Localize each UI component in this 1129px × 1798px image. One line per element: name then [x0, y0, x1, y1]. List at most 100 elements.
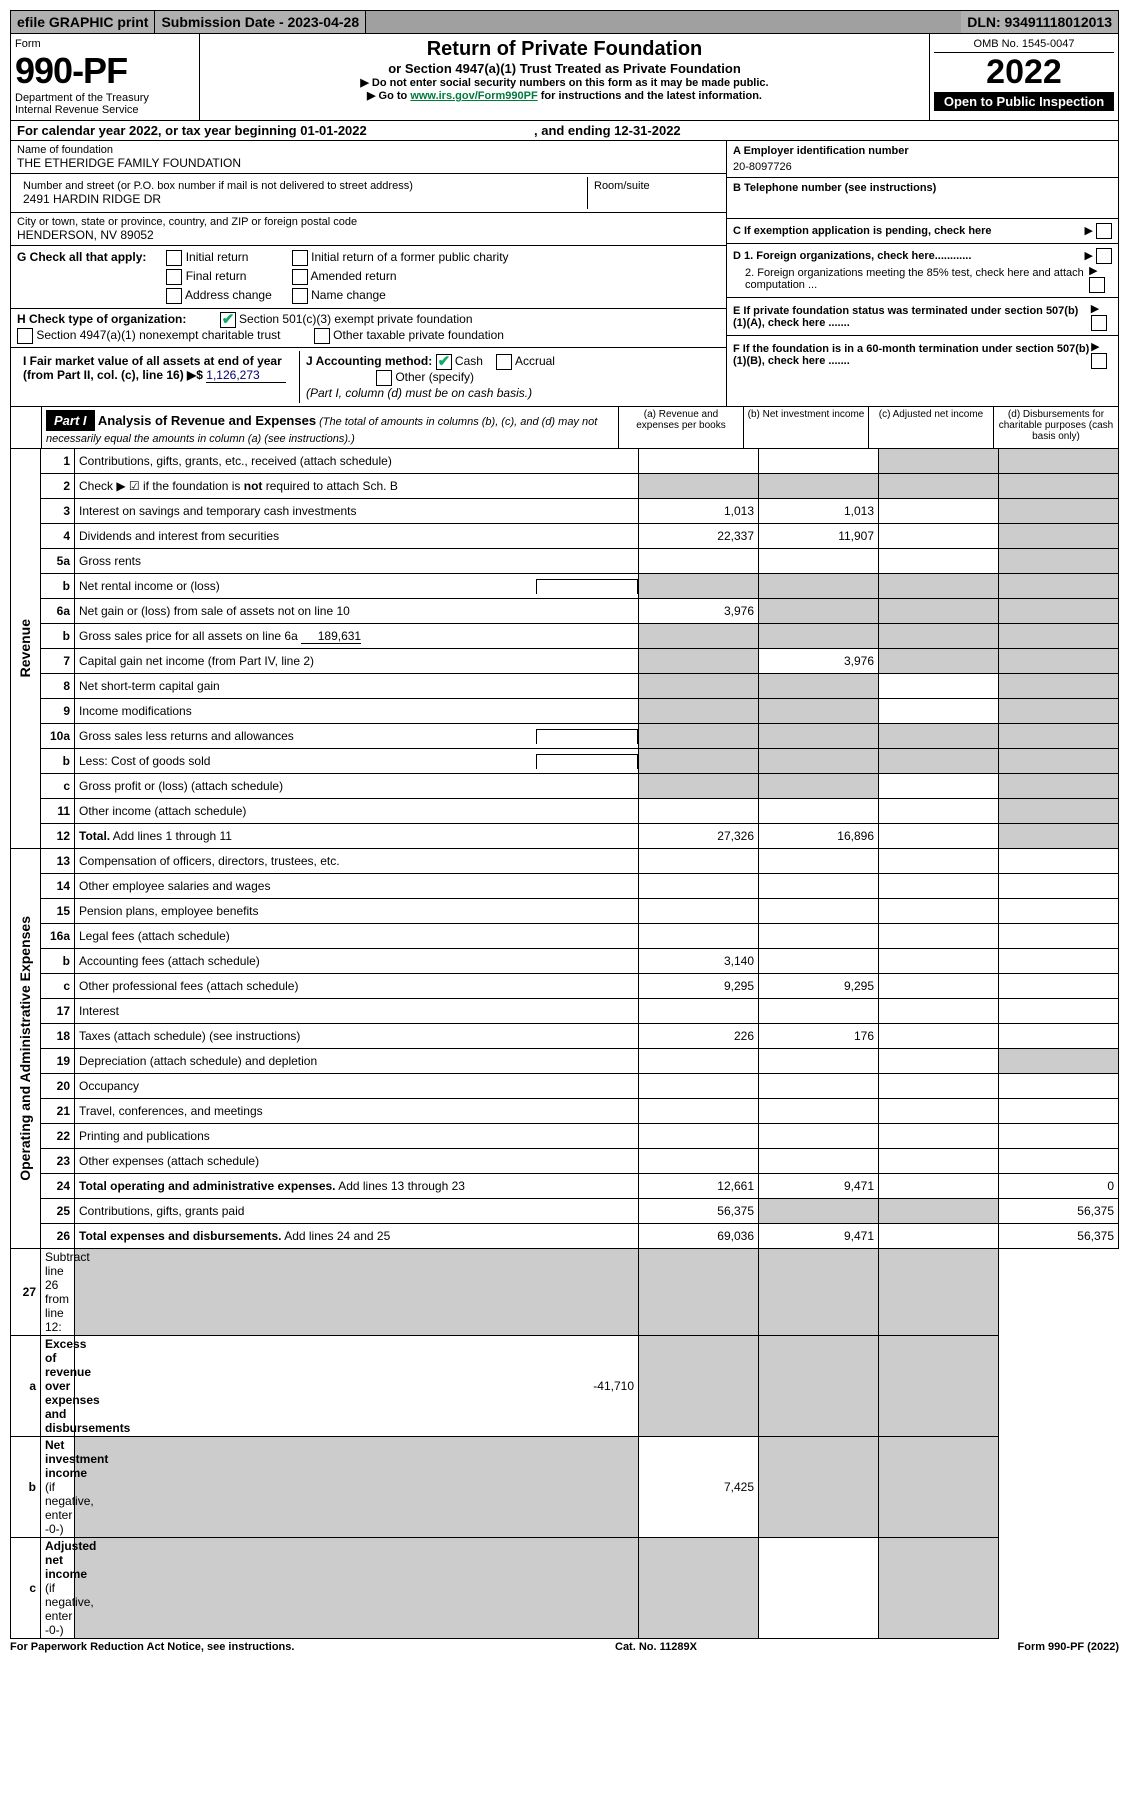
cash-checkbox[interactable] — [436, 354, 452, 370]
line-number: 13 — [41, 849, 75, 874]
table-row: 2Check ▶ ☑ if the foundation is not requ… — [11, 474, 1119, 499]
value-cell-d — [999, 474, 1119, 499]
value-cell-a — [639, 799, 759, 824]
address-change-checkbox[interactable] — [166, 288, 182, 304]
line-number: 2 — [41, 474, 75, 499]
ein-value: 20-8097726 — [733, 157, 1112, 173]
value-cell-c — [759, 1437, 879, 1538]
i-block: I Fair market value of all assets at end… — [17, 351, 300, 403]
value-cell-a — [639, 724, 759, 749]
value-cell-d — [999, 624, 1119, 649]
value-cell-c — [879, 949, 999, 974]
initial-former-checkbox[interactable] — [292, 250, 308, 266]
line-number: 26 — [41, 1224, 75, 1249]
table-row: 6aNet gain or (loss) from sale of assets… — [11, 599, 1119, 624]
value-cell-b — [759, 799, 879, 824]
value-cell-b: 9,471 — [759, 1174, 879, 1199]
accrual-checkbox[interactable] — [496, 354, 512, 370]
line-label: Other professional fees (attach schedule… — [75, 974, 639, 999]
value-cell-a — [639, 699, 759, 724]
table-row: cOther professional fees (attach schedul… — [11, 974, 1119, 999]
line-label: Total operating and administrative expen… — [75, 1174, 639, 1199]
value-cell-b — [759, 574, 879, 599]
value-cell-d — [999, 699, 1119, 724]
table-row: 27Subtract line 26 from line 12: — [11, 1249, 1119, 1336]
phone-label: B Telephone number (see instructions) — [733, 182, 1112, 194]
value-cell-c — [879, 1174, 999, 1199]
e-checkbox[interactable] — [1091, 315, 1107, 331]
value-cell-c — [879, 799, 999, 824]
value-cell-b — [759, 774, 879, 799]
j-block: J Accounting method: Cash Accrual Other … — [300, 351, 720, 403]
foundation-name: THE ETHERIDGE FAMILY FOUNDATION — [17, 156, 720, 170]
other-tax-checkbox[interactable] — [314, 328, 330, 344]
other-method-checkbox[interactable] — [376, 370, 392, 386]
line-number: 4 — [41, 524, 75, 549]
table-row: bAccounting fees (attach schedule)3,140 — [11, 949, 1119, 974]
table-row: 26Total expenses and disbursements. Add … — [11, 1224, 1119, 1249]
value-cell-b — [759, 674, 879, 699]
value-cell-a: 69,036 — [639, 1224, 759, 1249]
value-cell-c — [879, 749, 999, 774]
value-cell-b — [759, 724, 879, 749]
value-cell-d — [999, 1049, 1119, 1074]
fmv-value: 1,126,273 — [206, 368, 286, 383]
footer: For Paperwork Reduction Act Notice, see … — [10, 1639, 1119, 1655]
value-cell-d — [999, 524, 1119, 549]
line-label: Subtract line 26 from line 12: — [41, 1249, 75, 1336]
value-cell-a — [639, 674, 759, 699]
value-cell-a — [639, 1149, 759, 1174]
calendar-year-row: For calendar year 2022, or tax year begi… — [10, 121, 1119, 141]
c-checkbox[interactable] — [1096, 223, 1112, 239]
col-c-head: (c) Adjusted net income — [868, 407, 993, 448]
value-cell-d — [999, 674, 1119, 699]
sec501-checkbox[interactable] — [220, 312, 236, 328]
value-cell-a — [639, 1049, 759, 1074]
name-change-checkbox[interactable] — [292, 288, 308, 304]
irs-link[interactable]: www.irs.gov/Form990PF — [410, 90, 537, 102]
line-number: 23 — [41, 1149, 75, 1174]
table-row: 10aGross sales less returns and allowanc… — [11, 724, 1119, 749]
value-cell-b — [759, 599, 879, 624]
value-cell-a — [639, 574, 759, 599]
line-number: 18 — [41, 1024, 75, 1049]
line-number: 6a — [41, 599, 75, 624]
value-cell-d — [999, 774, 1119, 799]
line-number: b — [41, 749, 75, 774]
value-cell-c — [879, 549, 999, 574]
value-cell-b — [759, 874, 879, 899]
d2-checkbox[interactable] — [1089, 277, 1105, 293]
value-cell-c — [879, 1074, 999, 1099]
value-cell-c — [879, 649, 999, 674]
efile-print-button[interactable]: efile GRAPHIC print — [11, 11, 155, 33]
value-cell-c — [879, 499, 999, 524]
final-return-checkbox[interactable] — [166, 269, 182, 285]
value-cell-a — [639, 449, 759, 474]
value-cell-b — [759, 999, 879, 1024]
line-number: 17 — [41, 999, 75, 1024]
street: 2491 HARDIN RIDGE DR — [23, 192, 581, 206]
line-label: Total expenses and disbursements. Add li… — [75, 1224, 639, 1249]
line-label: Net rental income or (loss) — [75, 574, 639, 599]
room-label: Room/suite — [594, 180, 714, 192]
d1-checkbox[interactable] — [1096, 248, 1112, 264]
value-cell-b — [759, 899, 879, 924]
value-cell-d — [999, 1024, 1119, 1049]
form-header: Form 990-PF Department of the Treasury I… — [10, 34, 1119, 121]
section-label: Revenue — [15, 619, 35, 677]
amended-return-checkbox[interactable] — [292, 269, 308, 285]
table-row: cGross profit or (loss) (attach schedule… — [11, 774, 1119, 799]
info-grid: Name of foundation THE ETHERIDGE FAMILY … — [10, 141, 1119, 407]
table-row: 20Occupancy — [11, 1074, 1119, 1099]
f-checkbox[interactable] — [1091, 353, 1107, 369]
value-cell-d — [999, 1124, 1119, 1149]
value-cell-a — [639, 899, 759, 924]
value-cell-b — [759, 749, 879, 774]
sec4947-checkbox[interactable] — [17, 328, 33, 344]
value-cell-d — [999, 599, 1119, 624]
initial-return-checkbox[interactable] — [166, 250, 182, 266]
value-cell-b: 176 — [759, 1024, 879, 1049]
value-cell-b: 1,013 — [759, 499, 879, 524]
c-label: C If exemption application is pending, c… — [733, 225, 992, 237]
line-number: c — [41, 974, 75, 999]
